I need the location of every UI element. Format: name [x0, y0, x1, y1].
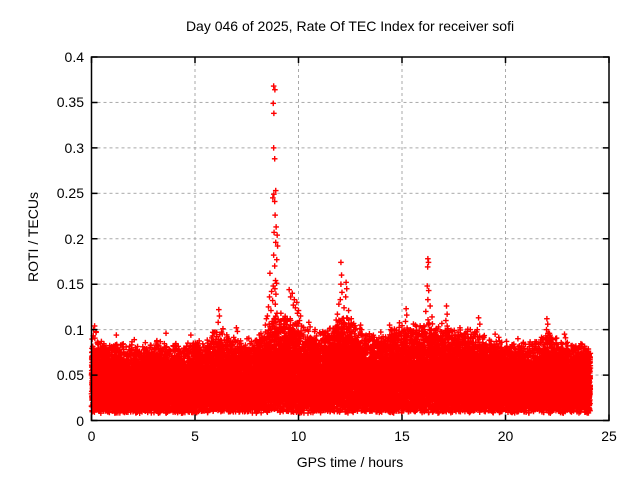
y-axis-label: ROTI / TECUs: [25, 192, 41, 282]
x-tick-label-10: 10: [290, 428, 307, 444]
y-tick-label-0.2: 0.2: [64, 230, 84, 247]
y-tick-label-0.05: 0.05: [56, 367, 84, 384]
y-tick-label-0.4: 0.4: [64, 49, 84, 65]
x-axis-label: GPS time / hours: [296, 454, 404, 470]
y-tick-label-0.35: 0.35: [56, 94, 84, 111]
x-tick-label-20: 20: [497, 428, 514, 444]
x-tick-label-5: 5: [191, 428, 199, 444]
x-tick-label-0: 0: [87, 428, 96, 444]
y-tick-label-0.15: 0.15: [56, 276, 84, 293]
y-tick-label-0.1: 0.1: [64, 321, 84, 338]
y-tick-label-0.3: 0.3: [64, 139, 84, 156]
x-tick-label-25: 25: [601, 428, 617, 444]
y-tick-label-0.25: 0.25: [56, 185, 84, 202]
chart-title: Day 046 of 2025, Rate Of TEC Index for r…: [185, 18, 515, 34]
y-tick-label-0: 0: [76, 412, 84, 429]
x-tick-label-15: 15: [394, 428, 410, 444]
